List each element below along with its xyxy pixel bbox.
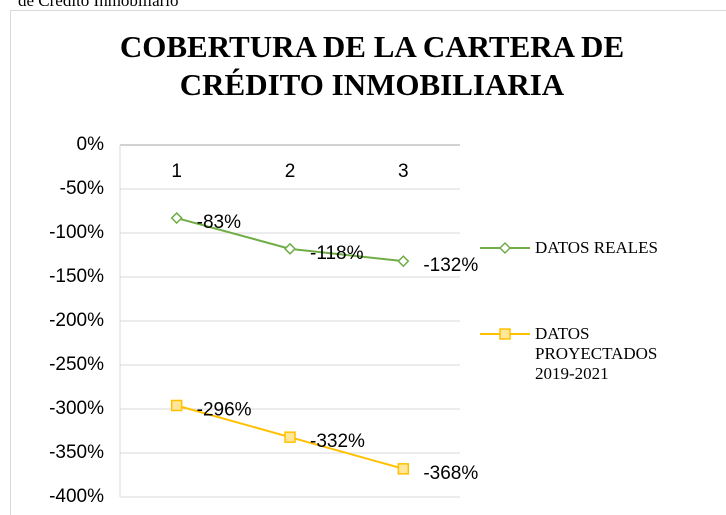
y-tick-label: -200% [49,310,104,331]
y-tick-label: -150% [49,266,104,287]
data-label: -332% [310,431,365,452]
y-tick-label: -50% [60,178,104,199]
x-tick-label: 2 [285,161,296,182]
y-tick-label: -400% [49,486,104,507]
data-label: -118% [310,243,364,264]
data-label: -368% [423,463,478,484]
marker [397,463,410,475]
marker [284,431,296,443]
marker [170,399,183,412]
marker [170,211,183,225]
legend-label: DATOS REALES [535,238,658,257]
legend-marker [498,241,512,255]
y-tick-label: 0% [77,134,105,155]
chart-title: COBERTURA DE LA CARTERA DE [120,29,624,64]
x-tick-label: 3 [398,161,409,182]
data-label: -296% [197,399,252,420]
data-label: -132% [423,255,478,276]
y-tick-label: -300% [49,398,104,419]
marker [283,242,297,255]
legend-marker [499,328,511,340]
caption: de Crédito Inmobiliario [18,0,179,10]
chart-title: CRÉDITO INMOBILIARIA [180,67,565,102]
legend-label: DATOS PROYECTADOS 2019-2021 [535,324,658,383]
chart-border [10,10,726,515]
data-label: -83% [197,212,241,233]
marker [397,255,410,268]
y-tick-label: -100% [49,222,104,243]
y-tick-label: -250% [49,354,104,375]
y-tick-label: -350% [49,442,104,463]
x-tick-label: 1 [171,161,182,182]
